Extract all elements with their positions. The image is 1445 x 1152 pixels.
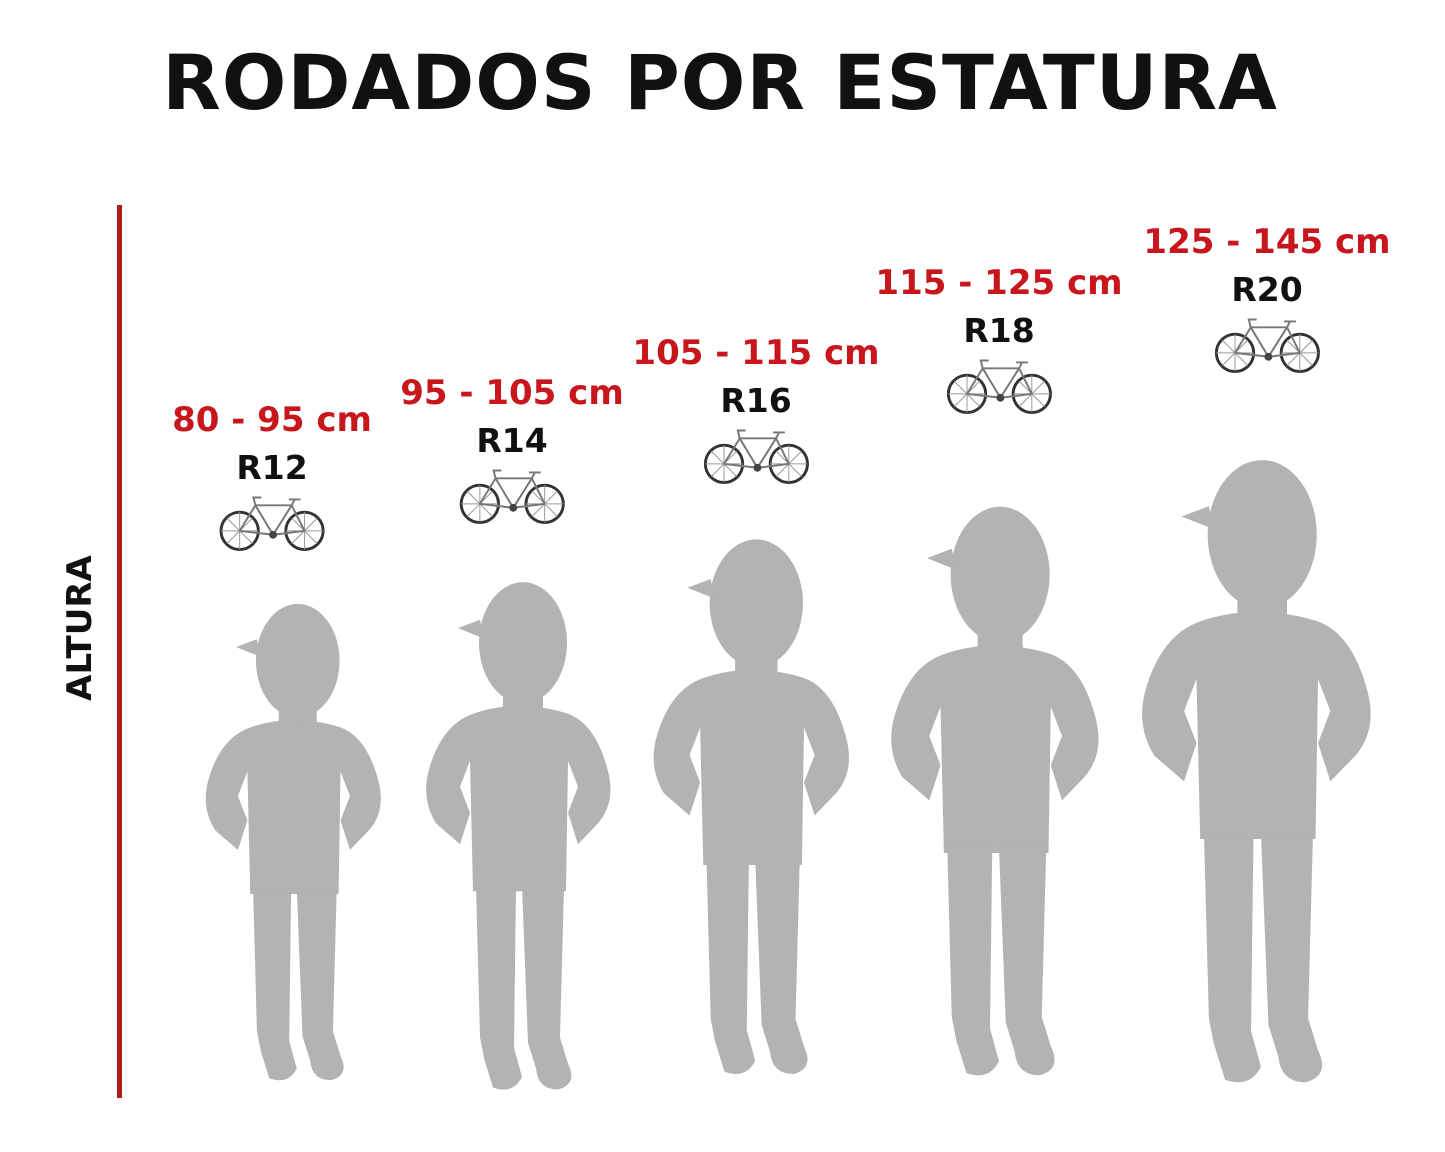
wheel-size: R14 xyxy=(476,421,548,460)
size-group-r12: 80 - 95 cm R12 xyxy=(172,400,372,553)
wheel-size: R20 xyxy=(1231,270,1303,309)
height-axis-line xyxy=(117,205,122,1098)
child-silhouette-r14 xyxy=(418,578,618,1100)
bicycle-icon xyxy=(1213,315,1321,375)
bicycle-icon xyxy=(218,493,326,553)
size-group-r14: 95 - 105 cm R14 xyxy=(400,373,624,526)
height-range: 95 - 105 cm xyxy=(400,373,624,413)
wheel-size: R16 xyxy=(720,381,792,420)
wheel-size: R12 xyxy=(236,448,308,487)
size-group-r20: 125 - 145 cm R20 xyxy=(1143,222,1391,375)
height-range: 115 - 125 cm xyxy=(875,263,1123,303)
size-group-r18: 115 - 125 cm R18 xyxy=(875,263,1123,416)
bicycle-icon xyxy=(945,356,1053,416)
child-silhouette-r12 xyxy=(198,600,388,1090)
page-title: RODADOS POR ESTATURA xyxy=(162,38,1278,127)
height-range: 125 - 145 cm xyxy=(1143,222,1391,262)
size-group-r16: 105 - 115 cm R16 xyxy=(632,333,880,486)
child-silhouette-r16 xyxy=(645,535,857,1085)
height-range: 80 - 95 cm xyxy=(172,400,372,440)
axis-label: ALTURA xyxy=(60,555,100,701)
height-range: 105 - 115 cm xyxy=(632,333,880,373)
child-silhouette-r20 xyxy=(1132,455,1380,1095)
wheel-size: R18 xyxy=(963,311,1035,350)
bicycle-icon xyxy=(458,466,566,526)
bicycle-icon xyxy=(702,426,810,486)
child-silhouette-r18 xyxy=(882,502,1107,1087)
